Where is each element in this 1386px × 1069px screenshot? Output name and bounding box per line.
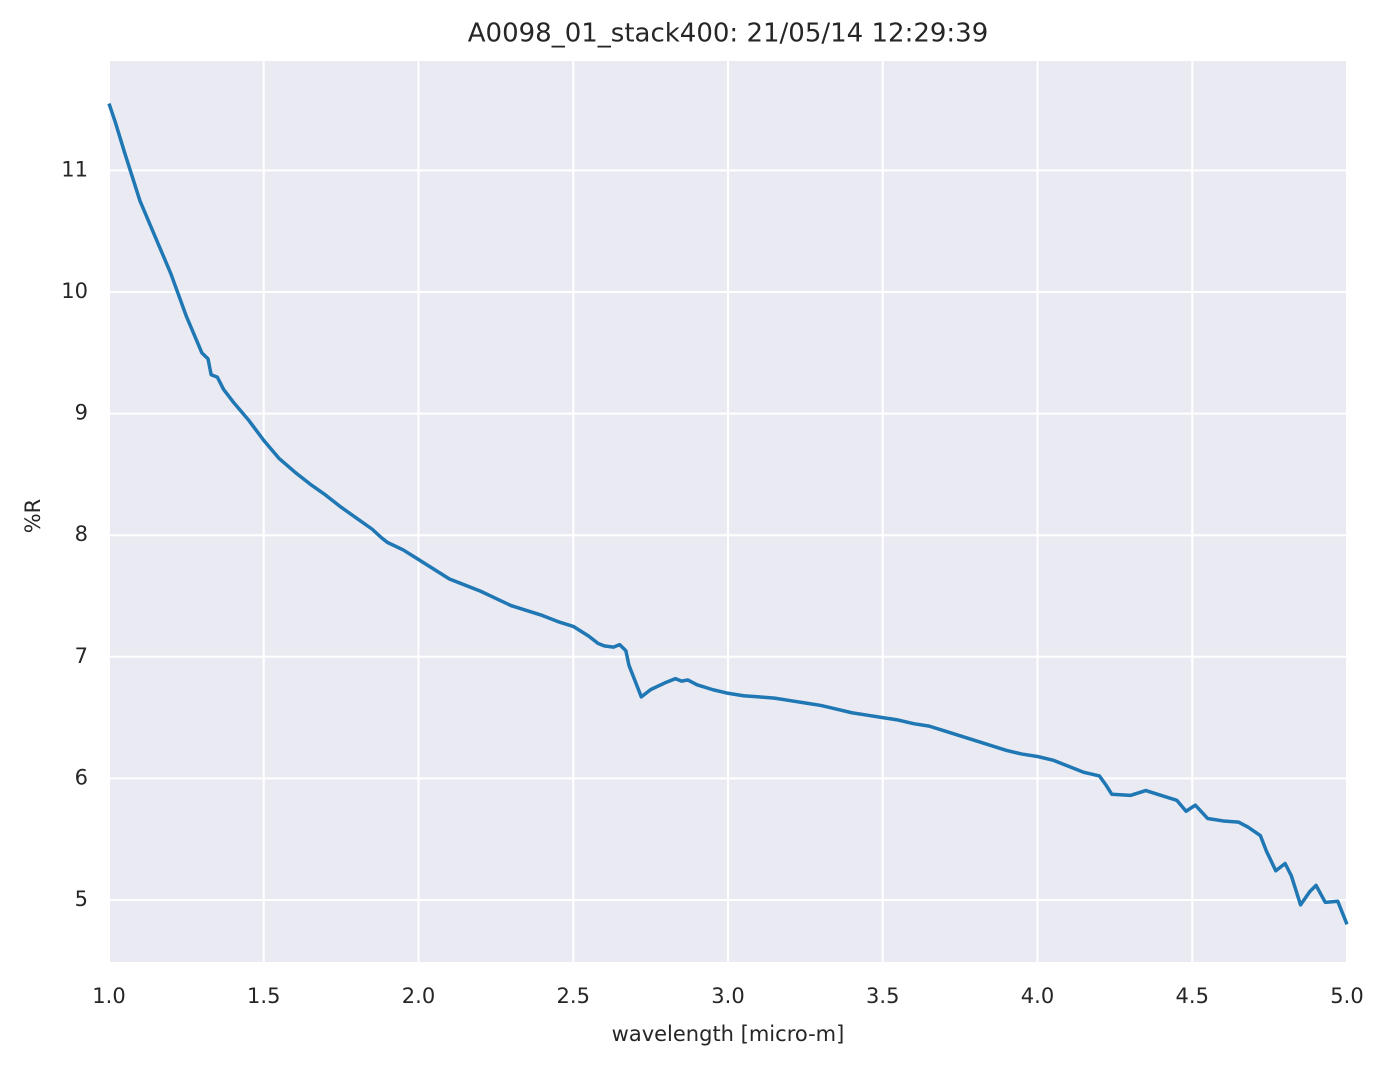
x-tick-label: 4.0 (1021, 984, 1054, 1008)
x-tick-label: 4.5 (1176, 984, 1209, 1008)
y-tick-label: 7 (75, 644, 88, 668)
x-tick-label: 3.5 (866, 984, 899, 1008)
x-tick-label: 3.0 (711, 984, 744, 1008)
y-tick-label: 6 (75, 765, 88, 789)
y-axis-label: %R (21, 499, 45, 534)
x-tick-label: 1.5 (247, 984, 280, 1008)
y-tick-label: 8 (75, 522, 88, 546)
y-tick-label: 9 (75, 401, 88, 425)
y-tick-label: 10 (61, 279, 88, 303)
y-tick-label: 11 (61, 157, 88, 181)
x-tick-label: 2.0 (402, 984, 435, 1008)
y-tick-label: 5 (75, 887, 88, 911)
x-axis-label: wavelength [micro-m] (612, 1022, 845, 1046)
x-tick-label: 2.5 (557, 984, 590, 1008)
data-line (109, 104, 1347, 925)
x-tick-label: 1.0 (92, 984, 125, 1008)
x-tick-label: 5.0 (1330, 984, 1363, 1008)
chart-title: A0098_01_stack400: 21/05/14 12:29:39 (468, 19, 989, 49)
